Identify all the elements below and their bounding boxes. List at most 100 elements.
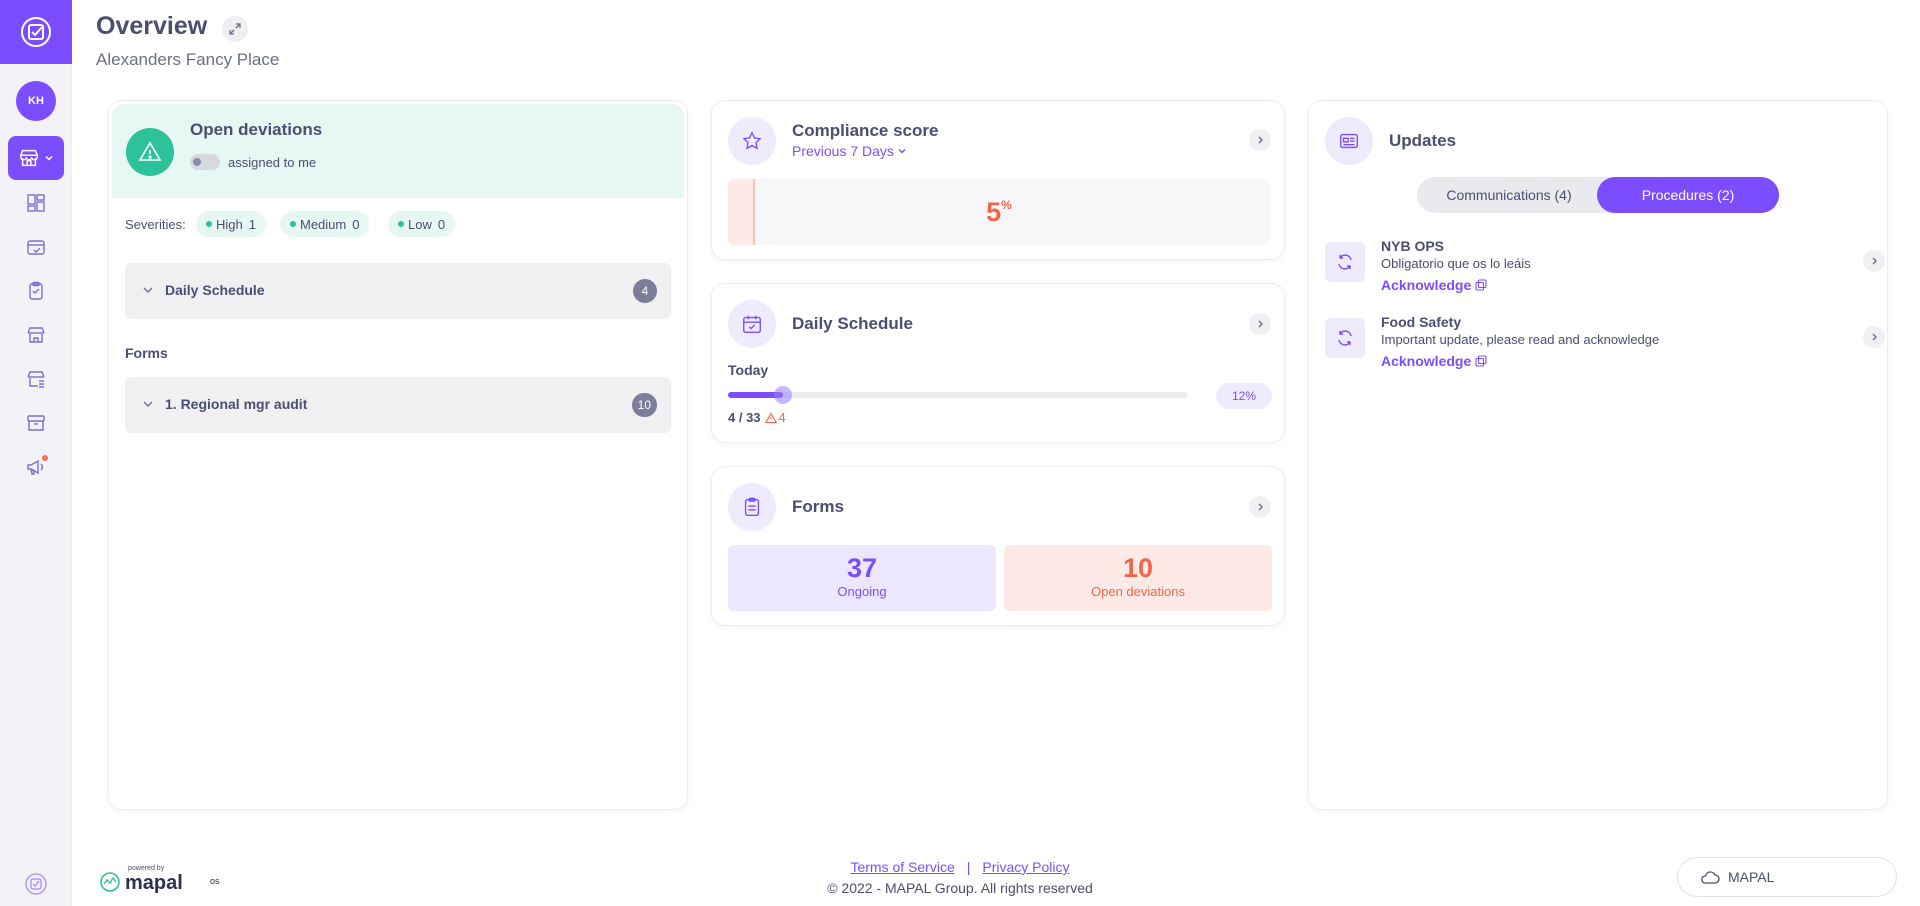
user-avatar[interactable]: KH — [16, 81, 56, 121]
mapal-button[interactable]: MAPAL — [1677, 857, 1897, 897]
progress-track — [728, 386, 1188, 404]
expand-button[interactable] — [222, 16, 248, 42]
schedule-check-icon[interactable] — [24, 235, 48, 259]
compliance-title: Compliance score — [792, 121, 939, 140]
deviations-title: Open deviations — [190, 120, 323, 139]
chip-label: Medium — [300, 216, 347, 232]
page-title: Overview — [96, 12, 208, 40]
location-selector[interactable] — [8, 136, 64, 180]
accordion-label: 1. Regional mgr audit — [165, 396, 308, 412]
dashboard-icon[interactable] — [24, 191, 48, 215]
warning-icon — [126, 128, 174, 176]
count-badge: 10 — [631, 393, 657, 417]
acknowledge-link[interactable]: Acknowledge — [1381, 277, 1487, 293]
chevron-right-icon — [1258, 503, 1263, 511]
period-label: Previous 7 Days — [792, 143, 894, 159]
compliance-score-card[interactable]: Compliance score Previous 7 Days 5% — [711, 100, 1285, 260]
open-deviations-value: 10 — [1122, 553, 1154, 583]
progress-knob — [774, 386, 793, 404]
svg-text:powered by: powered by — [128, 865, 165, 872]
today-label: Today — [728, 362, 769, 378]
sidebar: KH — [0, 0, 72, 906]
app-logo[interactable] — [0, 0, 72, 64]
footer-links: Terms of Service | Privacy Policy — [0, 859, 1920, 875]
tab-communications[interactable]: Communications (4) — [1446, 187, 1572, 203]
refresh-icon — [1325, 242, 1365, 282]
mapal-os-logo: powered by mapal os — [98, 862, 228, 903]
open-deviations-stat[interactable]: 10 Open deviations — [1004, 545, 1272, 611]
store-outline-icon[interactable] — [24, 323, 48, 347]
daily-schedule-card[interactable]: Daily Schedule Today 12% 4 / 33 4 — [711, 283, 1285, 443]
chip-count: 1 — [248, 216, 256, 232]
severity-chip-medium[interactable]: Medium 0 — [280, 211, 370, 237]
copyright: © 2022 - MAPAL Group. All rights reserve… — [827, 880, 1093, 896]
daily-schedule-title: Daily Schedule — [792, 314, 913, 333]
update-open-button[interactable] — [1863, 326, 1885, 348]
chip-label: High — [216, 216, 243, 232]
copy-icon — [1475, 279, 1487, 291]
accordion-label: Daily Schedule — [165, 282, 265, 298]
ongoing-forms-stat[interactable]: 37 Ongoing — [728, 545, 996, 611]
update-item[interactable]: NYB OPS Obligatorio que os lo leáis Ackn… — [1325, 238, 1885, 302]
clipboard-icon[interactable] — [24, 279, 48, 303]
notification-dot — [42, 455, 48, 461]
chevron-down-icon — [143, 287, 153, 293]
update-item[interactable]: Food Safety Important update, please rea… — [1325, 314, 1885, 378]
warning-count: 4 — [764, 410, 786, 425]
chevron-right-icon — [1872, 333, 1877, 341]
ongoing-value: 37 — [846, 553, 878, 583]
footer-separator: | — [966, 859, 971, 875]
task-count-value: 4 / 33 — [728, 410, 761, 425]
regional-audit-accordion[interactable]: 1. Regional mgr audit 10 — [125, 377, 671, 433]
progress-percent: 12% — [1216, 383, 1272, 409]
dot-icon — [290, 221, 296, 227]
open-deviations-label: Open deviations — [1091, 584, 1185, 599]
update-description: Obligatorio que os lo leáis — [1381, 256, 1531, 271]
forms-title: Forms — [792, 497, 844, 516]
copy-icon — [1475, 355, 1487, 367]
warning-icon — [764, 411, 777, 423]
chevron-right-icon — [1258, 320, 1263, 328]
clipboard-icon — [728, 483, 776, 531]
count-badge: 4 — [633, 279, 657, 303]
expand-icon — [229, 23, 241, 35]
severity-chip-high[interactable]: High 1 — [196, 211, 266, 237]
store-icon — [20, 149, 38, 167]
acknowledge-link[interactable]: Acknowledge — [1381, 353, 1487, 369]
forms-heading: Forms — [125, 345, 168, 361]
compliance-open-button[interactable] — [1249, 129, 1271, 151]
chip-count: 0 — [352, 216, 360, 232]
tab-procedures[interactable]: Procedures (2) — [1597, 177, 1779, 213]
privacy-link[interactable]: Privacy Policy — [982, 859, 1070, 875]
daily-schedule-accordion[interactable]: Daily Schedule 4 — [125, 263, 671, 319]
dot-icon — [398, 221, 404, 227]
chevron-down-icon — [45, 155, 53, 161]
severities-label: Severities: — [125, 217, 186, 232]
open-deviations-card: Open deviations assigned to me Severitie… — [108, 100, 688, 810]
chevron-right-icon — [1258, 136, 1263, 144]
store-list-icon[interactable] — [24, 367, 48, 391]
task-count: 4 / 33 4 — [728, 410, 786, 425]
megaphone-icon[interactable] — [24, 455, 48, 479]
forms-open-button[interactable] — [1249, 496, 1271, 518]
severity-chip-low[interactable]: Low 0 — [388, 211, 456, 237]
assigned-toggle[interactable] — [190, 154, 220, 170]
check-circle-icon[interactable] — [22, 870, 50, 898]
period-dropdown[interactable]: Previous 7 Days — [792, 143, 907, 159]
svg-text:mapal: mapal — [125, 872, 183, 894]
deviations-header: Open deviations assigned to me — [112, 104, 684, 198]
update-title: NYB OPS — [1381, 238, 1445, 254]
forms-card[interactable]: Forms 37 Ongoing 10 Open deviations — [711, 466, 1285, 626]
progress-fill — [728, 392, 784, 398]
archive-icon[interactable] — [24, 411, 48, 435]
chevron-down-icon — [143, 401, 153, 407]
updates-card: Updates Communications (4) Procedures (2… — [1308, 100, 1888, 810]
toggle-label: assigned to me — [228, 155, 317, 170]
score-fill — [728, 179, 756, 245]
chevron-down-icon — [898, 149, 906, 154]
update-title: Food Safety — [1381, 314, 1462, 330]
update-open-button[interactable] — [1863, 250, 1885, 272]
terms-link[interactable]: Terms of Service — [850, 859, 955, 875]
daily-schedule-open-button[interactable] — [1249, 313, 1271, 335]
star-icon — [728, 117, 776, 165]
